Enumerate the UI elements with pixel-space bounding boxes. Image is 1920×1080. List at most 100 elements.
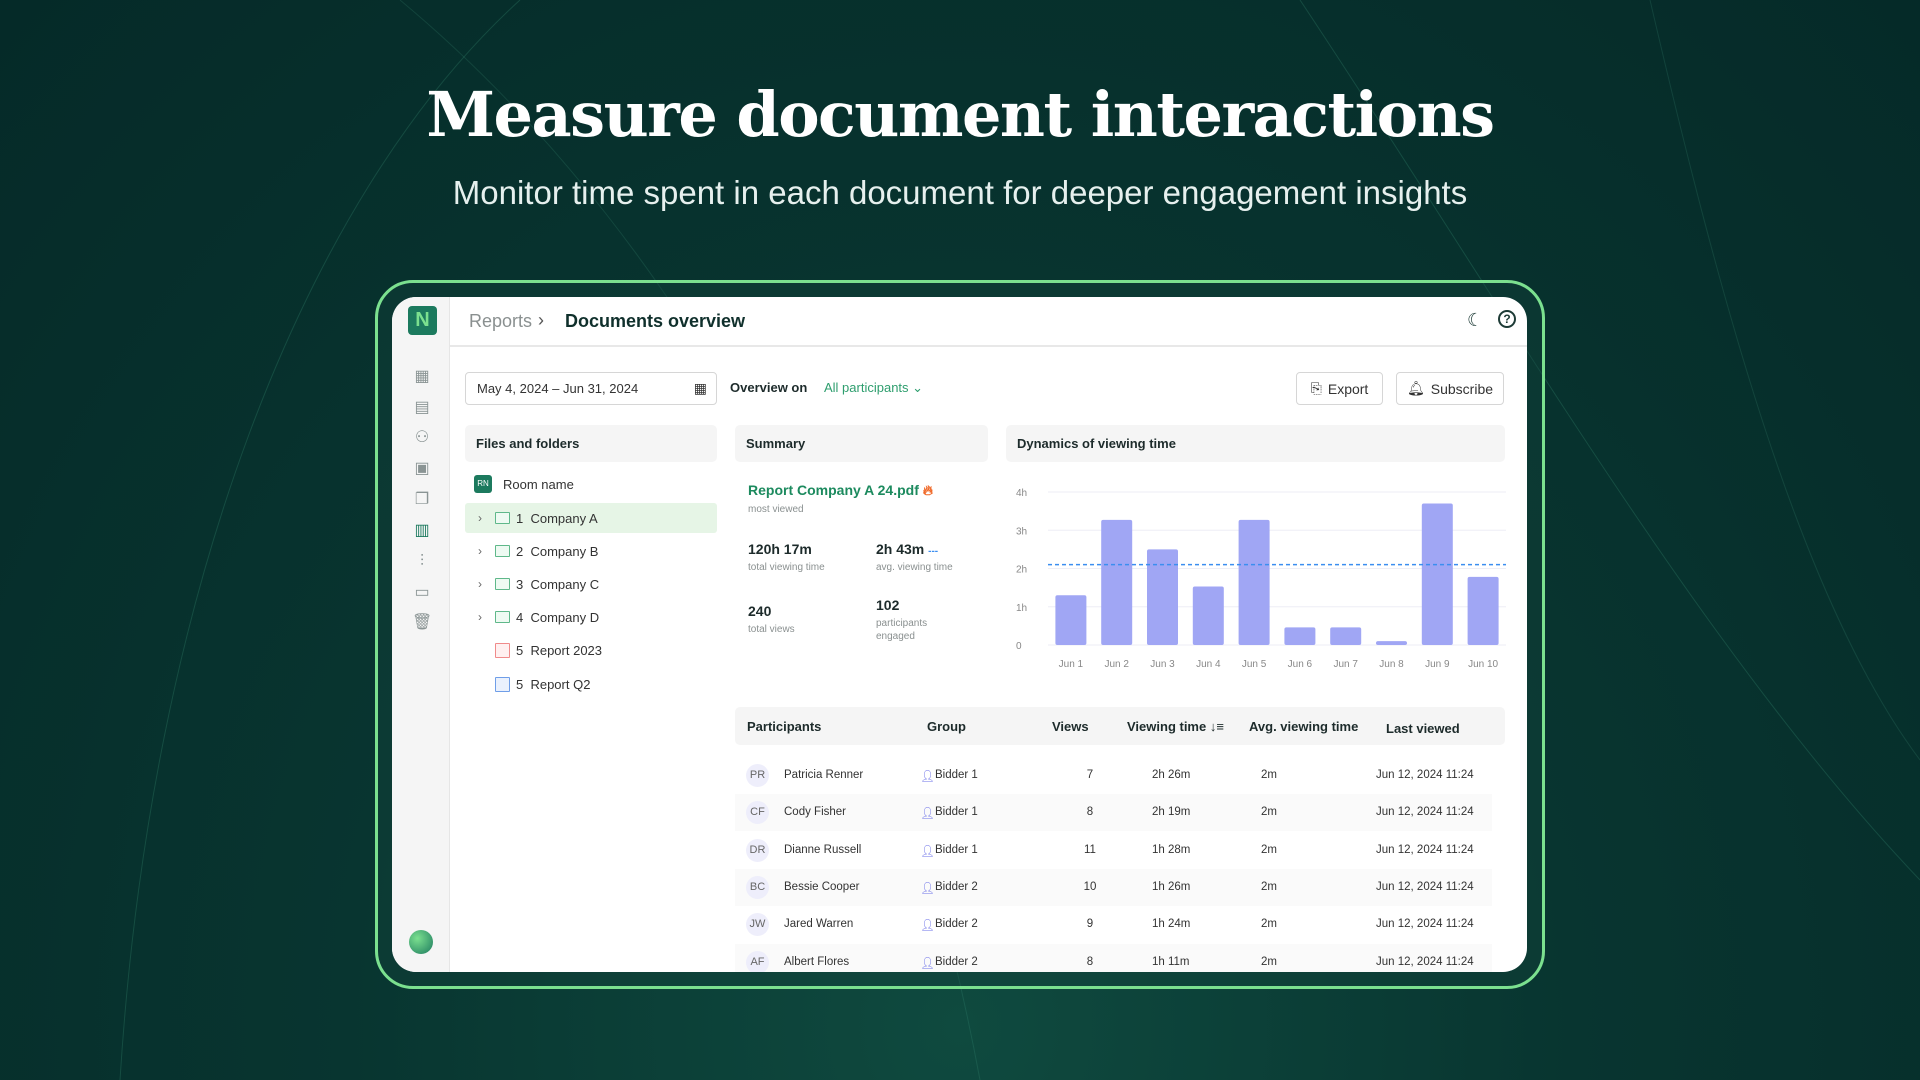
col-last-viewed[interactable]: Last viewed <box>1386 721 1460 736</box>
background-arc <box>1649 0 1920 761</box>
bell-icon: 🔔︎ <box>1406 380 1425 396</box>
reports-icon[interactable]: ▥ <box>414 522 430 539</box>
tree-item[interactable]: › 2 Company B <box>465 536 717 566</box>
participant-viewing-time: 1h 26m <box>1152 880 1191 893</box>
table-row[interactable]: CF Cody Fisher 👤︎ Bidder 1 8 2h 19m 2m J… <box>735 794 1492 832</box>
bar <box>1101 519 1133 645</box>
folder-icon <box>495 578 510 590</box>
participant-last-viewed: Jun 12, 2024 11:24 <box>1376 880 1474 893</box>
tree-item-label: 3 Company C <box>516 576 600 592</box>
participant-name: Cody Fisher <box>784 806 846 819</box>
table-row[interactable]: PR Patricia Renner 👤︎ Bidder 1 7 2h 26m … <box>735 757 1492 794</box>
pdf-icon <box>495 642 510 658</box>
x-tick-label: Jun 10 <box>1468 659 1498 670</box>
table-row[interactable]: AF Albert Flores 👤︎ Bidder 2 8 1h 11m 2m… <box>735 943 1492 972</box>
document-icon[interactable]: ▤ <box>414 399 430 416</box>
most-viewed-file[interactable]: Report Company A 24.pdf 🔥︎ <box>748 482 933 499</box>
col-views[interactable]: Views <box>1052 719 1089 734</box>
tree-item-label: 5 Report 2023 <box>516 642 603 658</box>
participant-group: Bidder 1 <box>935 769 978 781</box>
fire-icon: 🔥︎ <box>922 482 934 498</box>
table-row[interactable]: JW Jared Warren 👤︎ Bidder 2 9 1h 24m 2m … <box>735 906 1492 943</box>
col-participants[interactable]: Participants <box>747 719 822 734</box>
header: Reports › Documents overview ☾ ? JD <box>450 297 1527 347</box>
participant-viewing-time: 2h 19m <box>1152 806 1191 819</box>
background-arc <box>1299 0 1920 881</box>
participant-last-viewed: Jun 12, 2024 11:24 <box>1376 769 1474 781</box>
export-button[interactable]: ⎘ Export <box>1296 372 1383 405</box>
room-item[interactable]: RN Room name <box>465 469 717 499</box>
sort-desc-icon: ↓≡ <box>1209 719 1224 734</box>
users-icon[interactable]: ⚇ <box>414 429 430 446</box>
participant-views: 8 <box>1086 806 1094 819</box>
archive-icon[interactable]: ▭ <box>414 584 430 601</box>
total-views: 240 <box>748 603 772 619</box>
workspace-icon[interactable] <box>409 930 433 954</box>
bar <box>1147 549 1178 645</box>
y-tick-label: 2h <box>1016 565 1027 576</box>
bar <box>1421 503 1453 645</box>
overview-label: Overview on <box>730 380 808 395</box>
locked-file-icon[interactable]: ▣ <box>414 460 430 477</box>
user-icon: 👤︎ <box>920 957 935 970</box>
tree-item-label: 1 Company A <box>516 510 598 526</box>
bar <box>1192 586 1224 645</box>
x-tick-label: Jun 4 <box>1196 659 1221 670</box>
bar <box>1330 627 1362 645</box>
participant-viewing-time: 1h 11m <box>1152 955 1190 968</box>
tree-item-label: 2 Company B <box>516 543 599 559</box>
table-row[interactable]: BC Bessie Cooper 👤︎ Bidder 2 10 1h 26m 2… <box>735 868 1492 906</box>
table-row[interactable]: DR Dianne Russell 👤︎ Bidder 1 11 1h 28m … <box>735 832 1492 869</box>
col-viewing-time-label: Viewing time <box>1127 719 1207 734</box>
participant-name: Jared Warren <box>784 918 854 931</box>
participant-avatar: DR <box>746 838 769 862</box>
trash-icon[interactable]: 🗑 <box>412 614 433 631</box>
participant-views: 10 <box>1083 880 1097 893</box>
summary-panel-title: Summary <box>735 425 988 462</box>
participant-name: Patricia Renner <box>784 769 864 781</box>
col-viewing-time[interactable]: Viewing time ↓≡ <box>1127 719 1224 734</box>
help-icon[interactable]: ? <box>1498 310 1516 328</box>
y-tick-label: 1h <box>1016 603 1027 614</box>
chevron-right-icon[interactable]: › <box>478 610 482 624</box>
chevron-right-icon[interactable]: › <box>478 577 482 591</box>
x-tick-label: Jun 1 <box>1059 659 1084 670</box>
settings-sliders-icon[interactable]: ⫶ <box>419 553 424 570</box>
bar <box>1238 519 1270 645</box>
app-logo[interactable]: N <box>408 306 437 335</box>
col-group[interactable]: Group <box>927 719 966 734</box>
y-tick-label: 3h <box>1016 526 1027 537</box>
x-tick-label: Jun 8 <box>1379 659 1404 670</box>
chevron-right-icon[interactable]: › <box>478 544 482 558</box>
calendar-icon: ▦ <box>693 380 707 396</box>
participant-views: 7 <box>1086 769 1094 781</box>
tree-item-label: 5 Report Q2 <box>516 676 591 692</box>
participant-avg-time: 2m <box>1261 918 1277 931</box>
tree-item[interactable]: › 1 Company A <box>465 503 717 533</box>
participants-dropdown[interactable]: All participants ⌄ <box>824 380 923 396</box>
tree-item[interactable]: 5 Report Q2 <box>465 669 717 699</box>
user-icon: 👤︎ <box>920 845 935 858</box>
participant-group: Bidder 2 <box>935 880 978 893</box>
doc-icon <box>495 676 510 692</box>
total-viewing-time-label: total viewing time <box>748 562 825 573</box>
chat-icon[interactable]: ❐ <box>414 491 430 508</box>
tree-item[interactable]: 5 Report 2023 <box>465 635 717 665</box>
moon-icon[interactable]: ☾ <box>1467 310 1484 330</box>
chevron-right-icon[interactable]: › <box>478 511 482 525</box>
participant-name: Bessie Cooper <box>784 880 860 893</box>
tree-item[interactable]: › 3 Company C <box>465 569 717 599</box>
room-badge: RN <box>474 475 492 493</box>
breadcrumb-reports[interactable]: Reports <box>469 311 533 331</box>
participant-avatar: BC <box>746 875 769 899</box>
avg-viewing-time: 2h 43m <box>876 541 925 557</box>
export-label: Export <box>1327 380 1369 397</box>
tree-item[interactable]: › 4 Company D <box>465 602 717 632</box>
hero-title: Measure document interactions <box>426 78 1495 151</box>
dashboard-icon[interactable]: ▦ <box>414 368 430 385</box>
avg-viewing-time-label: avg. viewing time <box>876 562 953 573</box>
x-tick-label: Jun 5 <box>1242 659 1267 670</box>
date-range-picker[interactable]: May 4, 2024 – Jun 31, 2024 ▦ <box>465 372 717 405</box>
col-avg-viewing-time[interactable]: Avg. viewing time <box>1249 719 1359 734</box>
subscribe-button[interactable]: 🔔︎ Subscribe <box>1396 372 1504 405</box>
